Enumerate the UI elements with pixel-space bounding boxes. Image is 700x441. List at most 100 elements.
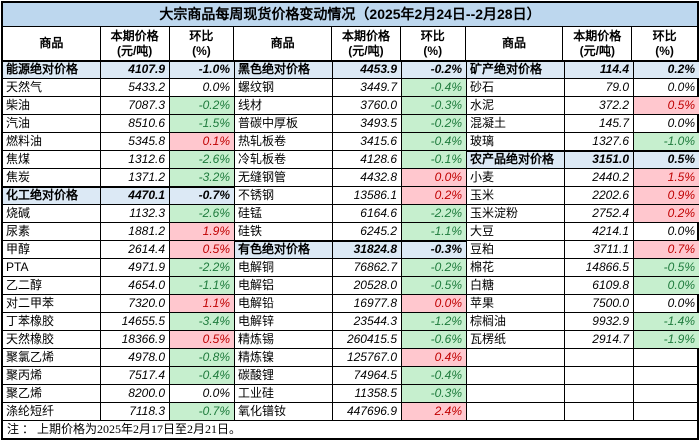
price-cell[interactable]: 1371.2 [101,169,170,186]
price-cell[interactable]: 1327.6 [565,133,634,150]
commodity-cell[interactable]: 玉米淀粉 [467,205,565,222]
commodity-cell[interactable]: 能源绝对价格 [3,61,101,78]
commodity-cell[interactable]: 普碳中厚板 [235,115,333,132]
commodity-cell[interactable]: 无缝钢管 [235,169,333,186]
price-cell[interactable]: 8510.6 [101,115,170,132]
commodity-cell[interactable] [467,403,565,420]
commodity-cell[interactable]: 涤纶短纤 [3,403,101,420]
price-cell[interactable]: 6245.2 [333,223,402,240]
price-cell[interactable]: 4978.0 [101,349,170,366]
pct-change-cell[interactable] [634,367,699,384]
pct-change-cell[interactable]: -2.6% [170,205,235,222]
pct-change-cell[interactable]: 0.0% [634,277,699,294]
commodity-cell[interactable]: 螺纹钢 [235,79,333,96]
price-cell[interactable]: 20528.0 [333,277,402,294]
commodity-cell[interactable]: 硅铁 [235,223,333,240]
pct-change-cell[interactable] [634,349,699,366]
commodity-cell[interactable] [467,385,565,402]
price-cell[interactable] [565,385,634,402]
pct-change-cell[interactable]: -1.5% [170,115,235,132]
commodity-cell[interactable] [467,349,565,366]
pct-change-cell[interactable]: -0.7% [170,187,235,204]
commodity-cell[interactable]: 冷轧板卷 [235,151,333,168]
commodity-cell[interactable]: 电解铝 [235,277,333,294]
commodity-cell[interactable]: 有色绝对价格 [235,241,333,258]
price-cell[interactable]: 3415.6 [333,133,402,150]
price-cell[interactable]: 1881.2 [101,223,170,240]
price-cell[interactable]: 4432.8 [333,169,402,186]
price-cell[interactable]: 13586.1 [333,187,402,204]
pct-change-cell[interactable]: -0.2% [402,259,467,276]
pct-change-cell[interactable]: -0.2% [402,115,467,132]
price-cell[interactable]: 145.7 [565,115,634,132]
price-cell[interactable]: 125767.0 [333,349,402,366]
price-cell[interactable]: 7118.3 [101,403,170,420]
commodity-cell[interactable]: 乙二醇 [3,277,101,294]
commodity-cell[interactable]: 棉花 [467,259,565,276]
price-cell[interactable]: 7320.0 [101,295,170,312]
pct-change-cell[interactable]: -3.4% [170,313,235,330]
pct-change-cell[interactable]: -1.1% [170,277,235,294]
price-cell[interactable]: 76862.7 [333,259,402,276]
price-cell[interactable] [565,349,634,366]
commodity-cell[interactable]: 工业硅 [235,385,333,402]
pct-change-cell[interactable]: -1.2% [402,313,467,330]
pct-change-cell[interactable]: -0.4% [402,79,467,96]
pct-change-cell[interactable]: 0.0% [170,385,235,402]
pct-change-cell[interactable]: 0.2% [667,62,695,76]
commodity-cell[interactable]: 碳酸锂 [235,367,333,384]
price-cell[interactable]: 14866.5 [565,259,634,276]
price-cell[interactable]: 1132.3 [101,205,170,222]
commodity-cell[interactable]: 不锈钢 [235,187,333,204]
pct-change-cell[interactable]: 0.5% [667,152,695,166]
price-cell[interactable]: 7517.4 [101,367,170,384]
commodity-cell[interactable]: 水泥 [467,97,565,114]
price-cell[interactable]: 4654.0 [101,277,170,294]
pct-change-cell[interactable]: -0.4% [170,367,235,384]
price-cell[interactable] [565,403,634,420]
pct-change-cell[interactable]: -1.4% [634,313,699,330]
price-cell[interactable]: 5345.8 [101,133,170,150]
price-cell[interactable]: 9932.9 [565,313,634,330]
commodity-cell[interactable]: 丁苯橡胶 [3,313,101,330]
pct-change-cell[interactable]: -0.1% [402,151,467,168]
commodity-cell[interactable]: 天然橡胶 [3,331,101,348]
commodity-cell[interactable]: 尿素 [3,223,101,240]
price-cell[interactable]: 4107.9 [101,61,170,78]
price-cell[interactable]: 7087.3 [101,97,170,114]
commodity-cell[interactable] [467,367,565,384]
pct-change-cell[interactable]: -0.2% [170,97,235,114]
price-cell[interactable]: 4214.1 [565,223,634,240]
price-cell[interactable]: 2914.7 [565,331,634,348]
commodity-cell[interactable]: 焦炭 [3,169,101,186]
commodity-cell[interactable]: 电解铅 [235,295,333,312]
pct-change-cell[interactable]: -0.3% [402,97,467,114]
pct-change-cell[interactable]: -0.7% [170,403,235,420]
commodity-cell[interactable]: 棕榈油 [467,313,565,330]
commodity-cell[interactable]: 燃料油 [3,133,101,150]
price-cell[interactable]: 23544.3 [333,313,402,330]
commodity-cell[interactable]: 天然气 [3,79,101,96]
commodity-cell[interactable]: 砂石 [467,79,565,96]
pct-change-cell[interactable] [634,385,699,402]
commodity-cell[interactable]: PTA [3,259,101,276]
price-cell[interactable] [565,367,634,384]
pct-change-cell[interactable]: 0.0% [170,79,235,96]
pct-change-cell[interactable]: -0.3% [402,241,467,258]
commodity-cell[interactable]: 农产品绝对价格 [467,151,565,168]
price-cell[interactable]: 4971.9 [101,259,170,276]
price-cell[interactable]: 2202.6 [565,187,634,204]
commodity-cell[interactable]: 白糖 [467,277,565,294]
pct-change-cell[interactable]: -0.4% [402,133,467,150]
price-cell[interactable]: 6164.6 [333,205,402,222]
pct-change-cell[interactable]: -2.2% [402,205,467,222]
commodity-cell[interactable]: 瓦楞纸 [467,331,565,348]
pct-change-cell[interactable]: 1.9% [170,223,235,240]
commodity-cell[interactable]: 电解铜 [235,259,333,276]
pct-change-cell[interactable]: 0.0% [402,295,467,312]
commodity-cell[interactable]: 大豆 [467,223,565,240]
commodity-cell[interactable]: 黑色绝对价格 [235,61,333,78]
commodity-cell[interactable]: 矿产绝对价格 [467,61,565,78]
pct-change-cell[interactable]: -0.3% [402,385,467,402]
price-cell[interactable]: 16977.8 [333,295,402,312]
